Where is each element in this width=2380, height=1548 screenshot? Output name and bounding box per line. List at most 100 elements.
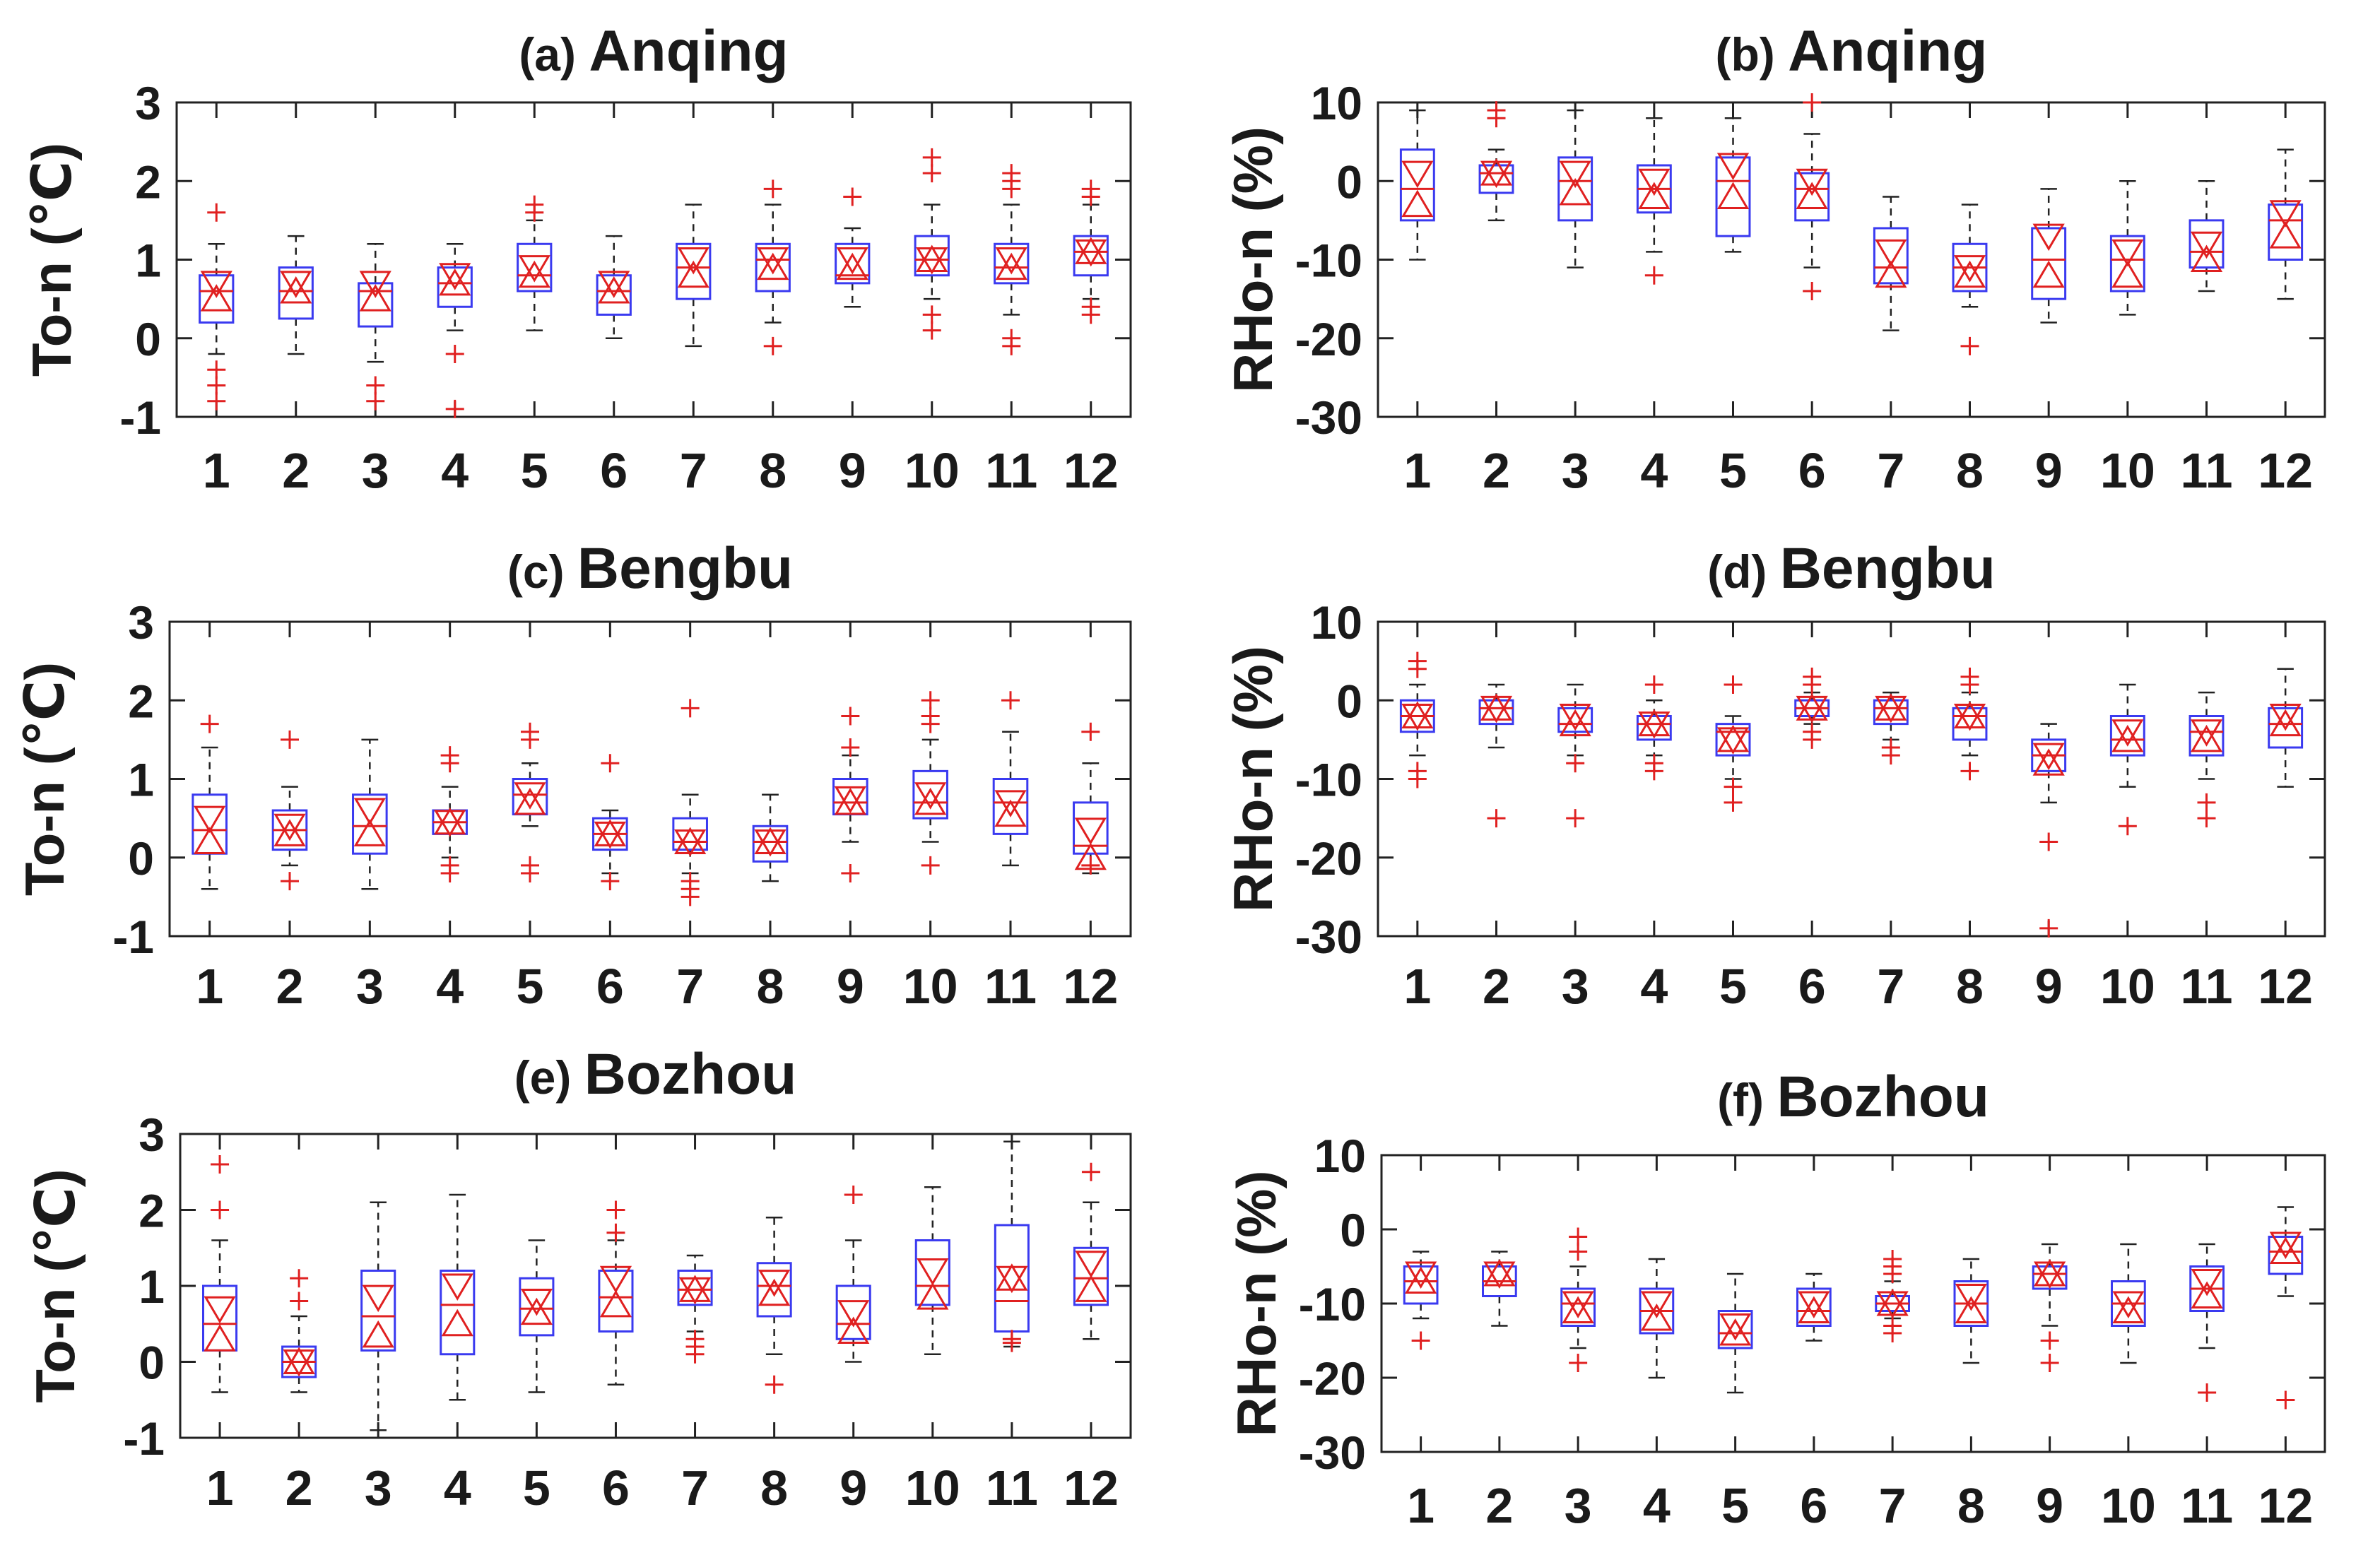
up-triangle-marker: [1875, 693, 1907, 721]
x-tick-label: 4: [444, 1460, 471, 1515]
iqr-box: [1478, 164, 1514, 194]
box-month-9: [835, 1186, 871, 1363]
down-triangle-marker: [2032, 743, 2065, 771]
up-triangle-marker: [1401, 189, 1434, 218]
x-tick-label: 6: [1798, 959, 1826, 1014]
box-month-9: [2031, 723, 2067, 938]
x-tick-label: 4: [441, 443, 469, 498]
up-triangle-marker: [1562, 1296, 1594, 1323]
iqr-box: [1073, 1246, 1109, 1306]
box-month-4: [1639, 1258, 1675, 1379]
outlier-point: [843, 187, 862, 206]
outlier-point: [200, 714, 219, 733]
x-tick-label: 2: [1483, 443, 1510, 498]
outlier-point: [1803, 730, 1822, 749]
down-triangle-marker: [2112, 1291, 2145, 1318]
up-triangle-marker: [678, 1275, 712, 1302]
y-axis-label: RHo-n (%): [1222, 126, 1284, 393]
box-month-4: [437, 243, 473, 418]
box-month-5: [517, 195, 553, 331]
panel-label: (d): [1707, 545, 1780, 598]
outlier-point: [440, 864, 459, 882]
x-tick-label: 6: [600, 443, 628, 498]
outlier-point: [211, 1200, 230, 1219]
outlier-point: [1001, 691, 1020, 710]
down-triangle-marker: [441, 1273, 473, 1301]
x-tick-label: 4: [436, 959, 464, 1014]
y-tick-label: -10: [1299, 1278, 1366, 1330]
up-triangle-marker: [434, 807, 466, 835]
x-tick-label: 1: [203, 443, 230, 498]
x-tick-label: 12: [1064, 443, 1119, 498]
box-month-11: [2188, 691, 2225, 828]
outlier-point: [2039, 832, 2058, 851]
x-tick-label: 10: [905, 443, 960, 498]
box-month-11: [994, 1140, 1030, 1352]
x-tick-label: 5: [1719, 443, 1747, 498]
box-month-4: [1636, 675, 1672, 781]
up-triangle-marker: [1953, 260, 1986, 288]
x-tick-label: 9: [840, 1460, 867, 1515]
up-triangle-marker: [1719, 1318, 1752, 1346]
up-triangle-marker: [917, 1282, 949, 1310]
y-tick-label: -30: [1295, 911, 1362, 963]
outlier-point: [1569, 1242, 1588, 1261]
up-triangle-marker: [1559, 709, 1591, 737]
box-month-12: [2268, 148, 2304, 300]
up-triangle-marker: [2034, 1259, 2066, 1287]
x-tick-label: 1: [1403, 443, 1431, 498]
outlier-point: [841, 707, 860, 726]
x-tick-label: 1: [196, 959, 223, 1014]
box-month-12: [1073, 1162, 1109, 1340]
y-tick-label: 10: [1311, 596, 1362, 649]
box-month-11: [992, 691, 1029, 867]
box-month-8: [755, 179, 791, 355]
outlier-point: [1081, 305, 1100, 324]
y-tick-label: -1: [123, 1412, 165, 1465]
x-tick-label: 5: [523, 1460, 550, 1515]
box-month-2: [271, 730, 308, 891]
up-triangle-marker: [194, 827, 226, 854]
outlier-point: [1408, 769, 1427, 788]
x-tick-label: 7: [1877, 959, 1904, 1014]
x-tick-label: 12: [2258, 959, 2313, 1014]
iqr-box: [199, 274, 235, 324]
panel-station: Anqing: [1788, 19, 1987, 83]
up-triangle-marker: [1875, 260, 1907, 288]
up-triangle-marker: [520, 1297, 553, 1325]
box-month-5: [1717, 1272, 1753, 1394]
outlier-point: [1960, 762, 1979, 781]
outlier-point: [2118, 817, 2137, 836]
x-tick-label: 3: [365, 1460, 392, 1515]
y-tick-label: 10: [1314, 1130, 1366, 1182]
x-tick-label: 8: [760, 1460, 788, 1515]
iqr-box: [835, 1284, 871, 1340]
box-month-5: [519, 1239, 555, 1393]
iqr-box: [596, 274, 632, 316]
iqr-box: [1873, 699, 1909, 726]
outlier-point: [1644, 762, 1663, 781]
panel-label: (e): [514, 1051, 584, 1104]
up-triangle-marker: [677, 260, 709, 288]
y-tick-label: 3: [128, 596, 154, 649]
outlier-point: [1803, 282, 1822, 300]
outlier-point: [921, 691, 940, 710]
up-triangle-marker: [1640, 1304, 1673, 1331]
outlier-point: [1960, 336, 1979, 355]
iqr-box: [1557, 156, 1593, 222]
x-tick-label: 5: [517, 959, 544, 1014]
x-tick-label: 11: [2181, 1478, 2233, 1533]
up-triangle-marker: [362, 1320, 394, 1348]
up-triangle-marker: [1480, 693, 1513, 721]
x-tick-label: 11: [2181, 959, 2233, 1014]
iqr-box: [1557, 707, 1593, 733]
outlier-point: [521, 730, 539, 749]
down-triangle-marker: [2190, 719, 2223, 747]
outlier-point: [601, 754, 620, 773]
box-month-5: [1715, 117, 1751, 253]
x-tick-label: 11: [985, 443, 1037, 498]
box-month-1: [202, 1155, 238, 1393]
box-month-8: [1952, 203, 1988, 355]
outlier-point: [521, 864, 539, 882]
